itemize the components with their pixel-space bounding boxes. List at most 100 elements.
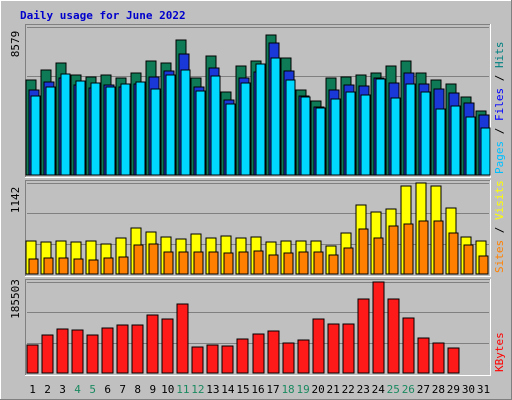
bar-sites-day-25: [388, 225, 399, 275]
bar-pages-day-5: [90, 82, 101, 176]
bar-kbytes-day-17: [267, 330, 280, 374]
bar-kbytes-day-28: [432, 342, 445, 374]
x-tick-label-day-23: 23: [357, 383, 370, 396]
x-tick-label-day-18: 18: [281, 383, 294, 396]
bar-kbytes-day-23: [357, 298, 370, 374]
bar-pages-day-26: [405, 83, 416, 176]
panel-visits-sites: 1142 Sites / Visits: [9, 180, 506, 277]
bar-pages-day-22: [345, 91, 356, 176]
bar-pages-day-23: [360, 94, 371, 176]
bar-pages-day-30: [465, 116, 476, 176]
bar-kbytes-day-3: [56, 328, 69, 374]
bar-pages-day-31: [480, 127, 491, 176]
bar-sites-day-23: [358, 228, 369, 275]
legend-entry-files: Files: [493, 88, 506, 121]
x-tick-label-day-5: 5: [89, 383, 96, 396]
bar-kbytes-day-20: [312, 318, 325, 374]
bar-kbytes-day-6: [101, 327, 114, 374]
bar-kbytes-day-11: [176, 303, 189, 374]
x-tick-label-day-15: 15: [236, 383, 249, 396]
x-tick-label-day-17: 17: [266, 383, 279, 396]
x-tick-label-day-26: 26: [402, 383, 415, 396]
x-tick-label-day-9: 9: [149, 383, 156, 396]
bar-sites-day-19: [298, 251, 309, 275]
bar-kbytes-day-24: [372, 281, 385, 374]
bar-kbytes-day-5: [86, 334, 99, 374]
x-tick-label-day-20: 20: [312, 383, 325, 396]
bar-pages-day-14: [225, 103, 236, 176]
y-max-label: 185503: [9, 279, 22, 319]
legend-entry-sites: Sites: [493, 240, 506, 273]
bar-sites-day-27: [418, 220, 429, 275]
bar-kbytes-day-16: [252, 333, 265, 374]
legend-separator: /: [493, 220, 506, 240]
bar-sites-day-28: [433, 220, 444, 275]
bar-pages-day-20: [315, 107, 326, 176]
y-max-label: 8579: [9, 31, 22, 58]
bar-pages-day-15: [240, 82, 251, 176]
bar-kbytes-day-29: [447, 347, 460, 374]
x-tick-label-day-4: 4: [74, 383, 81, 396]
bar-sites-day-4: [73, 258, 84, 275]
legend-entry-pages: Pages: [493, 141, 506, 174]
bar-pages-day-6: [105, 86, 116, 176]
x-tick-label-day-27: 27: [417, 383, 430, 396]
bar-pages-day-11: [180, 69, 191, 176]
x-tick-label-day-11: 11: [176, 383, 189, 396]
bar-sites-day-21: [328, 254, 339, 275]
x-tick-label-day-7: 7: [119, 383, 126, 396]
bar-pages-day-7: [120, 83, 131, 176]
bar-sites-day-24: [373, 237, 384, 275]
legend-entry-kbytes: KBytes: [493, 332, 506, 372]
legend-separator: /: [493, 121, 506, 141]
x-tick-label-day-19: 19: [296, 383, 309, 396]
x-tick-label-day-14: 14: [221, 383, 235, 396]
bar-kbytes-day-18: [282, 342, 295, 374]
bar-pages-day-9: [150, 88, 161, 176]
x-tick-label-day-6: 6: [104, 383, 111, 396]
bar-pages-day-25: [390, 97, 401, 176]
legend: Sites / Visits: [493, 180, 506, 273]
x-tick-label-day-22: 22: [342, 383, 355, 396]
bar-sites-day-10: [163, 251, 174, 275]
bar-pages-day-3: [60, 73, 71, 176]
x-tick-label-day-2: 2: [44, 383, 51, 396]
bar-kbytes-day-25: [387, 298, 400, 374]
bar-sites-day-6: [103, 257, 114, 275]
bar-kbytes-day-21: [327, 323, 340, 374]
bar-kbytes-day-9: [146, 314, 159, 374]
bar-kbytes-day-22: [342, 323, 355, 374]
bar-pages-day-29: [450, 105, 461, 176]
x-tick-label-day-3: 3: [59, 383, 66, 396]
x-tick-label-day-31: 31: [477, 383, 490, 396]
bar-kbytes-day-10: [161, 318, 174, 374]
bar-sites-day-29: [448, 232, 459, 275]
bar-kbytes-day-12: [191, 346, 204, 374]
bar-sites-day-12: [193, 251, 204, 275]
bar-kbytes-day-1: [26, 344, 39, 374]
bar-sites-day-9: [148, 243, 159, 275]
bar-pages-day-4: [75, 80, 86, 176]
x-tick-label-day-21: 21: [327, 383, 340, 396]
bar-kbytes-day-7: [116, 324, 129, 374]
bar-sites-day-7: [118, 256, 129, 275]
x-tick-label-day-8: 8: [134, 383, 141, 396]
bar-kbytes-day-4: [71, 329, 84, 374]
bar-sites-day-1: [28, 258, 39, 275]
x-tick-label-day-24: 24: [372, 383, 386, 396]
bar-kbytes-day-13: [206, 344, 219, 374]
x-tick-label-day-13: 13: [206, 383, 219, 396]
bar-kbytes-day-19: [297, 339, 310, 374]
x-tick-label-day-30: 30: [462, 383, 475, 396]
legend: Pages / Files / Hits: [493, 42, 506, 175]
bar-pages-day-13: [210, 75, 221, 176]
bar-pages-day-12: [195, 90, 206, 176]
bar-kbytes-day-2: [41, 334, 54, 374]
panel-kbytes: 185503 KBytes: [9, 279, 506, 376]
bar-sites-day-16: [253, 250, 264, 275]
x-tick-label-day-25: 25: [387, 383, 400, 396]
panel-hits-files-pages: 8579 Pages / Files / Hits: [9, 24, 506, 178]
bar-sites-day-26: [403, 223, 414, 275]
bar-pages-day-16: [255, 63, 266, 176]
